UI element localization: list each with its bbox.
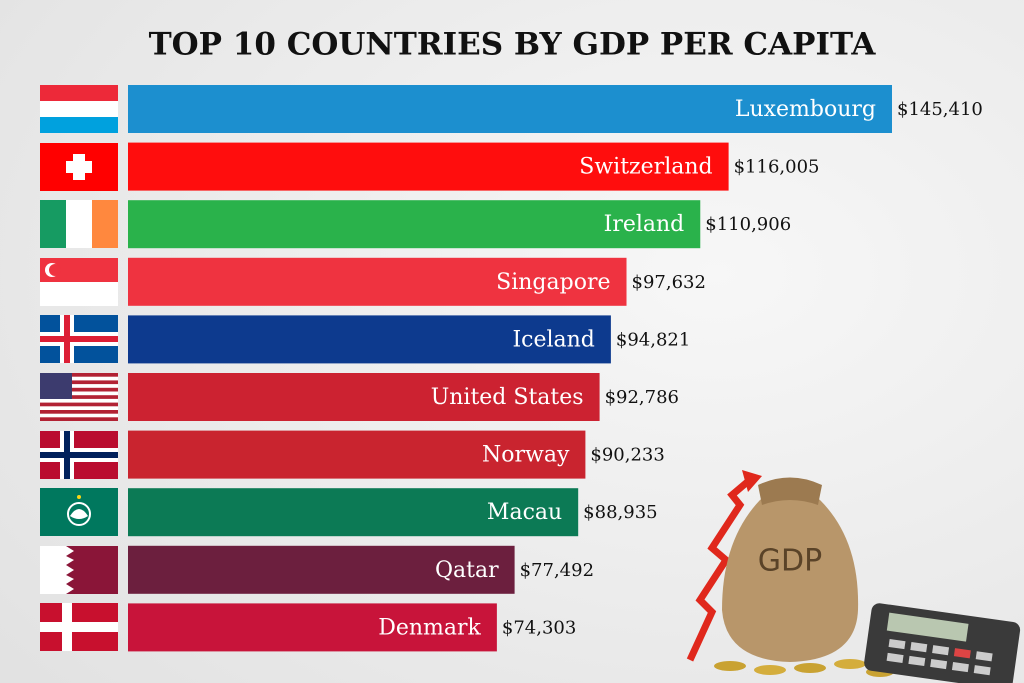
- bar-label: Denmark: [378, 615, 481, 640]
- value-label: $94,821: [616, 329, 690, 350]
- illustration: GDP: [686, 470, 1021, 683]
- bar-label: Ireland: [604, 212, 685, 237]
- bar-label: Norway: [482, 443, 570, 468]
- value-label: $97,632: [632, 272, 706, 293]
- value-label: $88,935: [583, 502, 657, 523]
- value-label: $92,786: [605, 387, 679, 408]
- bar-label: Macau: [487, 500, 562, 525]
- value-label: $74,303: [502, 617, 576, 638]
- value-label: $77,492: [520, 560, 594, 581]
- bar: [128, 430, 586, 479]
- bar: [128, 545, 515, 594]
- bar-label: Iceland: [512, 327, 594, 352]
- bar-label: United States: [431, 385, 584, 410]
- bar-label: Switzerland: [579, 155, 712, 180]
- bar: [128, 315, 611, 364]
- bar: [128, 373, 600, 421]
- bar: [128, 85, 892, 133]
- bar-label: Qatar: [435, 558, 499, 583]
- bag-label: GDP: [758, 544, 822, 579]
- chart-title: TOP 10 COUNTRIES BY GDP PER CAPITA: [149, 27, 877, 63]
- bar-label: Luxembourg: [735, 97, 876, 122]
- bar: [128, 142, 729, 191]
- bar: [128, 200, 701, 249]
- flags: [40, 85, 118, 651]
- value-label: $90,233: [590, 445, 664, 466]
- bar: [128, 603, 497, 652]
- bar: [128, 488, 579, 537]
- bar: [128, 257, 627, 306]
- value-label: $116,005: [734, 157, 820, 178]
- value-label: $145,410: [897, 99, 983, 120]
- bar-label: Singapore: [496, 270, 610, 295]
- value-label: $110,906: [705, 214, 791, 235]
